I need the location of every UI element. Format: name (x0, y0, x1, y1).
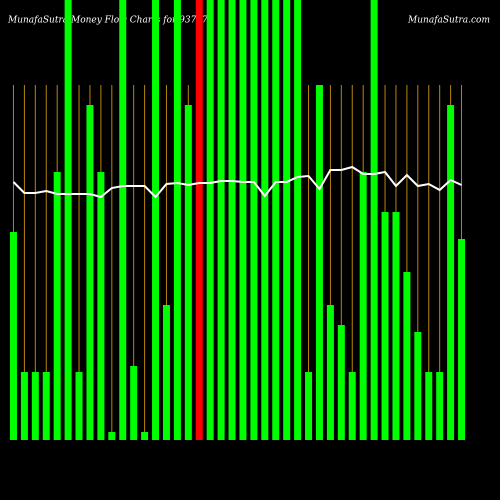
bar (228, 0, 236, 440)
bar (305, 372, 313, 440)
bar (283, 0, 291, 440)
bar (217, 0, 225, 440)
flow-line (12, 165, 462, 199)
chart-title: MunafaSutra Money Flow Charts for 937775 (7, 16, 214, 26)
bar (326, 305, 334, 440)
bar (130, 366, 138, 440)
bar (348, 372, 356, 440)
bar (20, 372, 28, 440)
bar (392, 212, 400, 440)
bar (97, 172, 105, 440)
bar (64, 0, 72, 440)
bar (184, 105, 192, 440)
bar (381, 212, 389, 440)
bar (370, 0, 378, 440)
bar (359, 172, 367, 440)
bar (53, 172, 61, 440)
bar (447, 105, 455, 440)
bar (141, 432, 149, 440)
bar (250, 0, 258, 440)
bar (425, 372, 433, 440)
bar (75, 372, 83, 440)
bar (403, 272, 411, 440)
bar (458, 239, 466, 440)
bar (152, 0, 160, 440)
bar (31, 372, 39, 440)
bar (239, 0, 247, 440)
bar (337, 325, 345, 440)
bar (315, 85, 323, 440)
bar (206, 0, 214, 440)
bar (414, 332, 422, 440)
bar (195, 0, 203, 440)
bar (86, 105, 94, 440)
bar (261, 0, 269, 440)
bar (42, 372, 50, 440)
bar (108, 432, 116, 440)
bar (272, 0, 280, 440)
bar (162, 305, 170, 440)
bar (119, 0, 127, 440)
chart-subtitle: MunafaSutra.com (407, 16, 490, 26)
bar (436, 372, 444, 440)
bar (173, 0, 181, 440)
bar (9, 232, 17, 440)
bar (294, 0, 302, 440)
